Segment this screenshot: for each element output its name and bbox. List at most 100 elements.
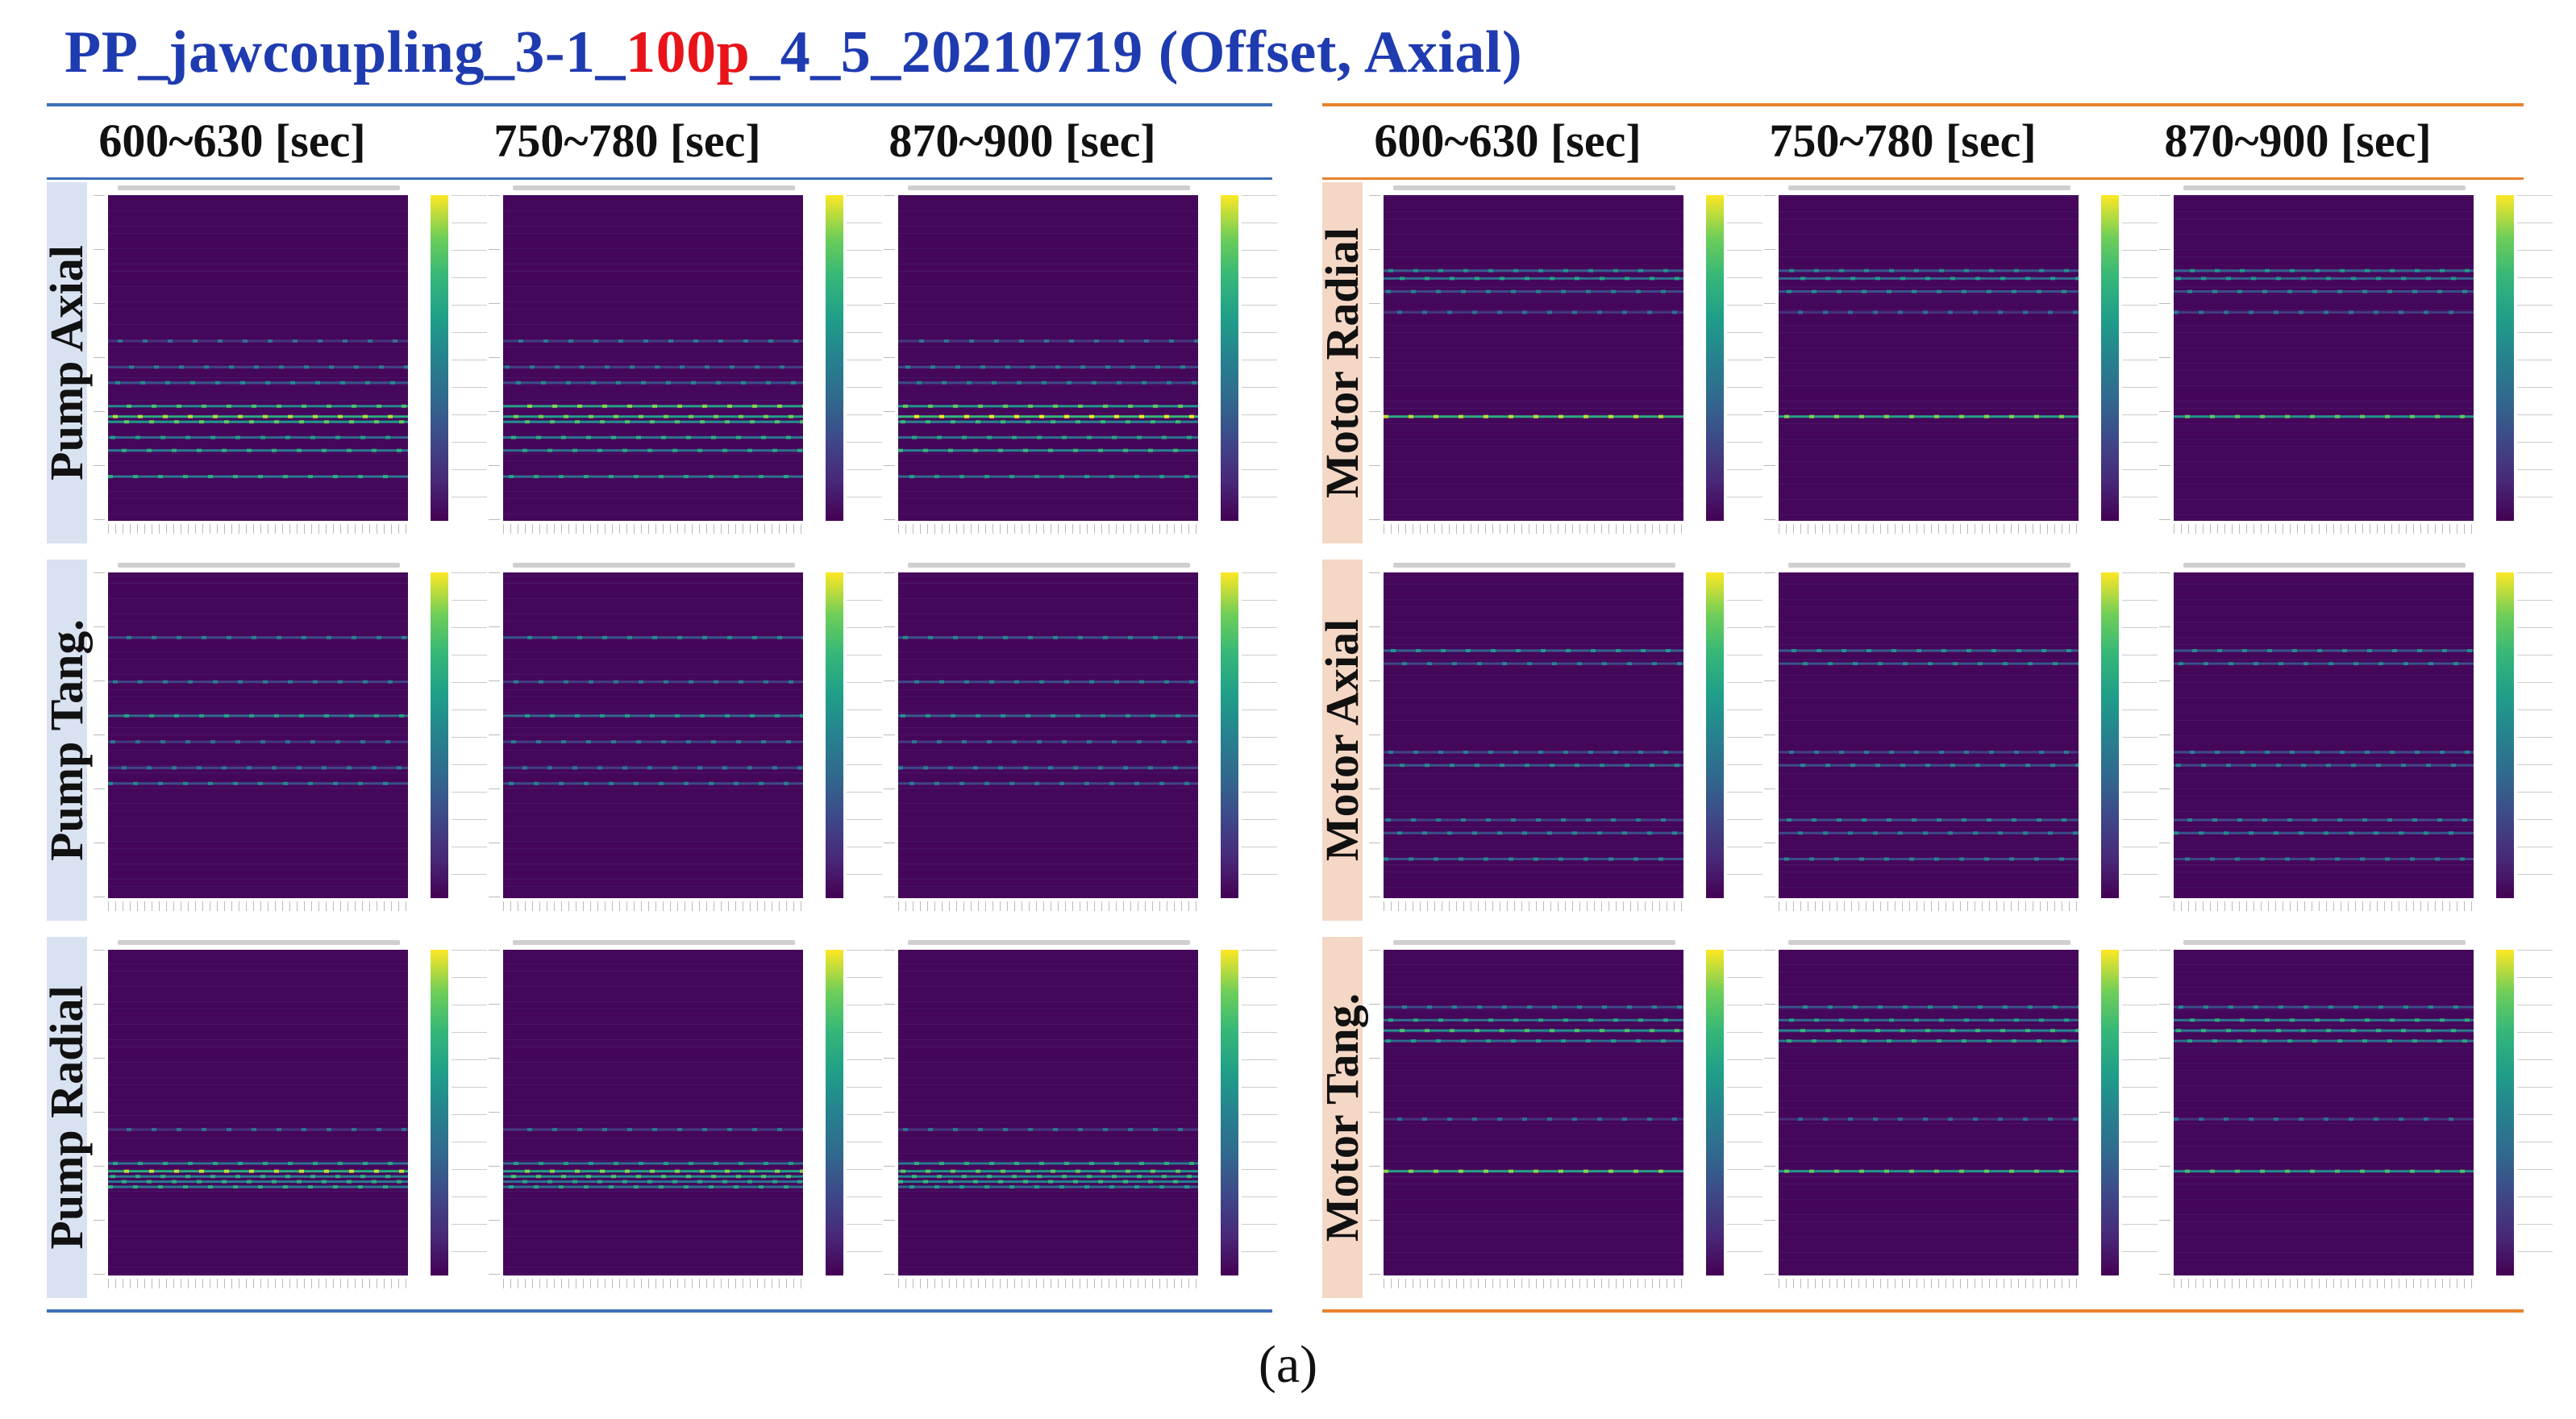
band-speckle [1588, 268, 1593, 273]
noise-line [2174, 332, 2474, 333]
band-speckle [1950, 1029, 1955, 1033]
band-speckle [1039, 680, 1044, 684]
band-speckle [1153, 635, 1158, 639]
band-speckle [1450, 764, 1454, 768]
noise-line [1384, 1259, 1683, 1260]
band-speckle [1434, 857, 1438, 861]
band-speckle [984, 781, 989, 785]
band-speckle [1588, 1018, 1593, 1022]
noise-line [108, 460, 408, 461]
band-speckle [1841, 649, 1846, 652]
band-speckle [1853, 1005, 1858, 1009]
noise-line [1384, 599, 1683, 600]
band-speckle [2301, 764, 2306, 768]
band-speckle [1878, 1005, 1883, 1009]
band-speckle [1438, 268, 1443, 273]
band-speckle [634, 475, 639, 479]
noise-line [108, 772, 408, 773]
band-speckle [727, 635, 732, 639]
band-speckle [172, 448, 177, 452]
band-speckle [2235, 1169, 2240, 1173]
band-speckle [1059, 781, 1064, 785]
band-speckle [1164, 1162, 1169, 1165]
band-speckle [575, 420, 580, 424]
band-speckle [939, 1162, 944, 1165]
band-speckle [1137, 740, 1142, 744]
noise-line [898, 879, 1198, 880]
band-speckle [926, 420, 930, 424]
band-speckle [527, 404, 532, 408]
band-speckle [2023, 310, 2028, 314]
band-speckle [1834, 414, 1839, 418]
band-speckle [149, 420, 154, 424]
band-speckle [1001, 714, 1005, 718]
band-speckle [1427, 1005, 1432, 1009]
band-speckle [1112, 435, 1117, 439]
band-speckle [1572, 1117, 1577, 1121]
band-speckle [2315, 268, 2320, 273]
noise-line [898, 1115, 1198, 1116]
band-speckle [335, 740, 340, 744]
band-speckle [577, 404, 582, 408]
band-speckle [505, 365, 510, 369]
band-speckle [1912, 289, 1916, 293]
motor-spectrogram-r1-c3 [2159, 184, 2554, 545]
noise-line [2174, 697, 2474, 698]
noise-line [1384, 294, 1683, 295]
band-speckle [2212, 289, 2217, 293]
ylab-mini-mark [1764, 950, 1775, 1275]
band-speckle [923, 766, 928, 770]
band-speckle [2201, 277, 2206, 281]
noise-line [898, 863, 1198, 864]
noise-line [1779, 987, 2079, 988]
band-speckle [124, 1169, 129, 1173]
band-speckle [1051, 714, 1055, 718]
band-speckle [761, 740, 766, 744]
band-speckle [1039, 1162, 1044, 1165]
noise-line [1384, 1214, 1683, 1215]
band-speckle [1014, 680, 1019, 684]
band-speckle [1591, 649, 1596, 652]
band-speckle [160, 740, 165, 744]
band-speckle [222, 448, 227, 452]
band-speckle [377, 1128, 381, 1131]
ylab-mini-mark [489, 195, 500, 521]
band-speckle [739, 680, 743, 684]
band-speckle [1130, 365, 1135, 369]
band-speckle [1973, 310, 1978, 314]
band-speckle [2460, 857, 2465, 861]
band-speckle [1848, 1117, 1853, 1121]
noise-line [2174, 484, 2474, 485]
band-speckle [1491, 649, 1496, 652]
band-speckle [349, 420, 354, 424]
band-speckle [2274, 1117, 2278, 1121]
band-speckle [2050, 1029, 2055, 1033]
band-speckle [575, 1169, 580, 1173]
band-speckle [1527, 1005, 1532, 1009]
band-speckle [2360, 414, 2365, 418]
frequency-band [503, 415, 803, 418]
frequency-band [108, 1162, 408, 1165]
band-speckle [536, 740, 541, 744]
noise-line [898, 765, 1198, 766]
band-speckle [2365, 751, 2370, 754]
band-speckle [2403, 1005, 2408, 1009]
band-speckle [218, 339, 223, 343]
band-speckle [188, 1162, 193, 1165]
band-speckle [702, 404, 707, 408]
noise-line [1384, 964, 1683, 965]
band-speckle [1862, 289, 1866, 293]
noise-line [1384, 1237, 1683, 1238]
band-speckle [2317, 649, 2322, 652]
band-speckle [1577, 662, 1582, 666]
band-speckle [1928, 1005, 1933, 1009]
noise-line [2174, 211, 2474, 212]
band-speckle [1488, 751, 1493, 754]
band-speckle [1887, 289, 1891, 293]
band-speckle [509, 781, 514, 785]
band-speckle [149, 714, 154, 718]
band-speckle [1148, 448, 1153, 452]
band-speckle [1789, 751, 1794, 754]
motor-spectrogram-r2-c1 [1369, 561, 1764, 922]
xlab-mini-mark [503, 901, 803, 911]
